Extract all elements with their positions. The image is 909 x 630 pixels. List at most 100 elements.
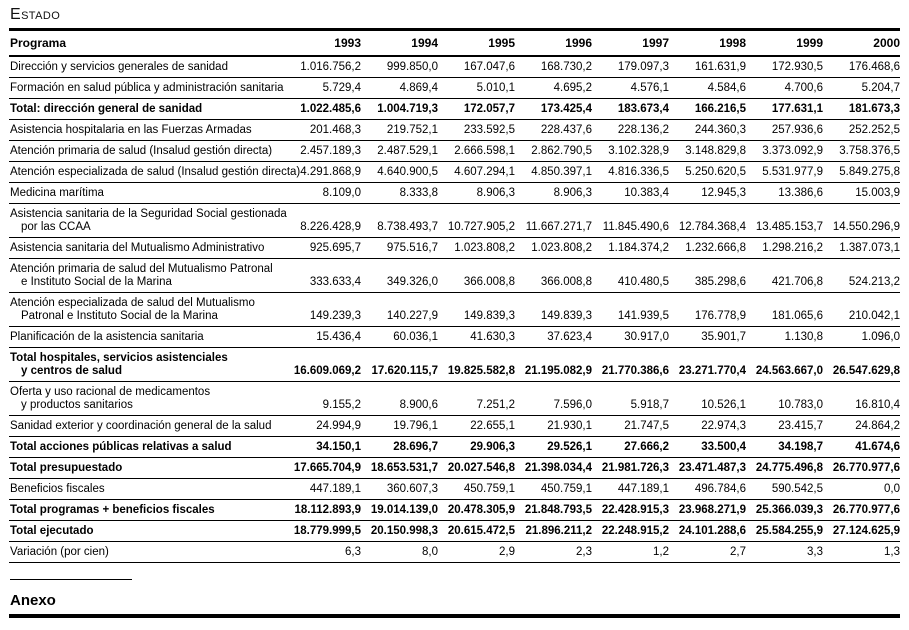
- row-value: 21.195.082,9: [524, 365, 592, 377]
- row-label-line: Total ejecutado: [10, 525, 94, 537]
- table-row: Asistencia sanitaria de la Seguridad Soc…: [9, 203, 900, 238]
- row-label: Total programas + beneficios fiscales: [9, 500, 284, 521]
- table-header-row: Programa 1993 1994 1995 1996 1997 1998 1999 2000: [9, 30, 900, 56]
- row-label: Total: dirección general de sanidad: [9, 99, 284, 120]
- budget-table: Programa 1993 1994 1995 1996 1997 1998 1999 2000…: [9, 28, 900, 563]
- row-value: 18.779.999,5: [293, 525, 361, 537]
- table-row: Total presupuestado 17.665.704,9 18.653.53…: [9, 457, 900, 479]
- row-label: Atención especializada de salud del Mutu…: [9, 293, 284, 327]
- table-row: Total ejecutado 18.779.999,5 20.150.998,3 2…: [9, 520, 900, 542]
- row-value: 140.227,9: [386, 310, 438, 322]
- row-value: 447.189,1: [617, 483, 669, 495]
- column-header-year: 1996: [565, 36, 592, 50]
- row-value: 228.136,2: [617, 124, 669, 136]
- table-row: Total hospitales, servicios asistenciale…: [9, 347, 900, 382]
- table-row: Asistencia hospitalaria en las Fuerzas A…: [9, 119, 900, 141]
- row-value: 201.468,3: [309, 124, 361, 136]
- row-value: 24.864,2: [855, 420, 900, 432]
- row-value: 17.620.115,7: [371, 365, 438, 377]
- row-value: 244.360,3: [694, 124, 746, 136]
- row-value: 447.189,1: [309, 483, 361, 495]
- table-row: Dirección y servicios generales de sanid…: [9, 56, 900, 78]
- row-value: 18.653.531,7: [370, 462, 438, 474]
- row-value: 257.936,6: [771, 124, 823, 136]
- row-value: 13.485.153,7: [755, 221, 823, 233]
- row-value: 19.014.139,0: [370, 504, 438, 516]
- table-body: Dirección y servicios generales de sanid…: [9, 56, 900, 563]
- table-row: Atención especializada de salud del Mutu…: [9, 292, 900, 327]
- column-header-year: 1997: [642, 36, 669, 50]
- row-value: 168.730,2: [540, 61, 592, 73]
- row-value: 228.437,6: [540, 124, 592, 136]
- row-value: 4.640.900,5: [377, 166, 438, 178]
- row-value: 11.845.490,6: [602, 221, 669, 233]
- row-value: 41.674,6: [855, 441, 900, 453]
- row-value: 590.542,5: [771, 483, 823, 495]
- row-value: 24.101.288,6: [678, 525, 746, 537]
- table-row: Atención especializada de salud (Insalud…: [9, 161, 900, 183]
- row-value: 8.109,0: [322, 187, 361, 199]
- row-value: 34.150,1: [316, 441, 361, 453]
- row-value: 8.738.493,7: [377, 221, 438, 233]
- row-value: 21.848.793,5: [524, 504, 592, 516]
- row-value: 22.428.915,3: [601, 504, 669, 516]
- row-value: 24.563.667,0: [755, 365, 823, 377]
- row-value: 183.673,4: [617, 103, 669, 115]
- row-value: 8.900,6: [399, 399, 438, 411]
- row-value: 37.623,4: [547, 331, 592, 343]
- row-label: Total presupuestado: [9, 458, 284, 479]
- row-value: 4.816.336,5: [608, 166, 669, 178]
- row-value: 22.974,3: [701, 420, 746, 432]
- row-value: 12.945,3: [701, 187, 746, 199]
- row-value: 360.607,3: [386, 483, 438, 495]
- row-value: 1.130,8: [784, 331, 823, 343]
- row-value: 24.775.496,8: [755, 462, 823, 474]
- row-value: 22.248.915,2: [601, 525, 669, 537]
- row-value: 13.386,6: [778, 187, 823, 199]
- row-value: 21.398.034,4: [524, 462, 592, 474]
- row-value: 2.666.598,1: [454, 145, 515, 157]
- column-header-year: 1994: [411, 36, 438, 50]
- column-header-year: 1995: [488, 36, 515, 50]
- column-header-year: 1998: [719, 36, 746, 50]
- row-value: 410.480,5: [617, 276, 669, 288]
- row-value: 3.373.092,9: [762, 145, 823, 157]
- row-label-line: Atención especializada de salud del Mutu…: [10, 297, 255, 309]
- table-row: Beneficios fiscales 447.189,1 360.607,3 450…: [9, 478, 900, 500]
- row-value: 366.008,8: [540, 276, 592, 288]
- row-value: 1.184.374,2: [608, 242, 669, 254]
- row-value: 15.436,4: [316, 331, 361, 343]
- row-value: 166.216,5: [694, 103, 746, 115]
- row-value: 5.010,1: [476, 82, 515, 94]
- row-value: 2.457.189,3: [300, 145, 361, 157]
- row-value: 219.752,1: [386, 124, 438, 136]
- row-label-line: Asistencia sanitaria de la Seguridad Soc…: [10, 208, 287, 220]
- row-value: 179.097,3: [617, 61, 669, 73]
- row-value: 1,3: [884, 546, 900, 558]
- row-value: 23.415,7: [778, 420, 823, 432]
- table-row: Formación en salud pública y administrac…: [9, 77, 900, 99]
- row-value: 9.155,2: [322, 399, 361, 411]
- row-value: 5.531.977,9: [762, 166, 823, 178]
- row-value: 22.655,1: [470, 420, 515, 432]
- row-value: 28.696,7: [393, 441, 438, 453]
- row-value: 2.487.529,1: [377, 145, 438, 157]
- row-value: 21.896.211,2: [525, 525, 592, 537]
- row-label: Asistencia sanitaria de la Seguridad Soc…: [9, 204, 287, 238]
- row-label: Atención especializada de salud (Insalud…: [9, 162, 300, 183]
- row-value: 8,0: [422, 546, 438, 558]
- row-label: Formación en salud pública y administrac…: [9, 78, 284, 99]
- row-value: 524.213,2: [848, 276, 900, 288]
- table-row: Planificación de la asistencia sanitaria…: [9, 326, 900, 348]
- row-label: Asistencia sanitaria del Mutualismo Admi…: [9, 238, 284, 259]
- row-value: 2.862.790,5: [531, 145, 592, 157]
- row-value: 1.023.808,2: [531, 242, 592, 254]
- row-label-line: Planificación de la asistencia sanitaria: [10, 331, 204, 343]
- row-value: 18.112.893,9: [294, 504, 361, 516]
- row-value: 41.630,3: [470, 331, 515, 343]
- row-value: 1.096,0: [861, 331, 900, 343]
- row-label: Dirección y servicios generales de sanid…: [9, 56, 284, 78]
- row-label-line: Asistencia hospitalaria en las Fuerzas A…: [10, 124, 252, 136]
- row-value: 5.849.275,8: [839, 166, 900, 178]
